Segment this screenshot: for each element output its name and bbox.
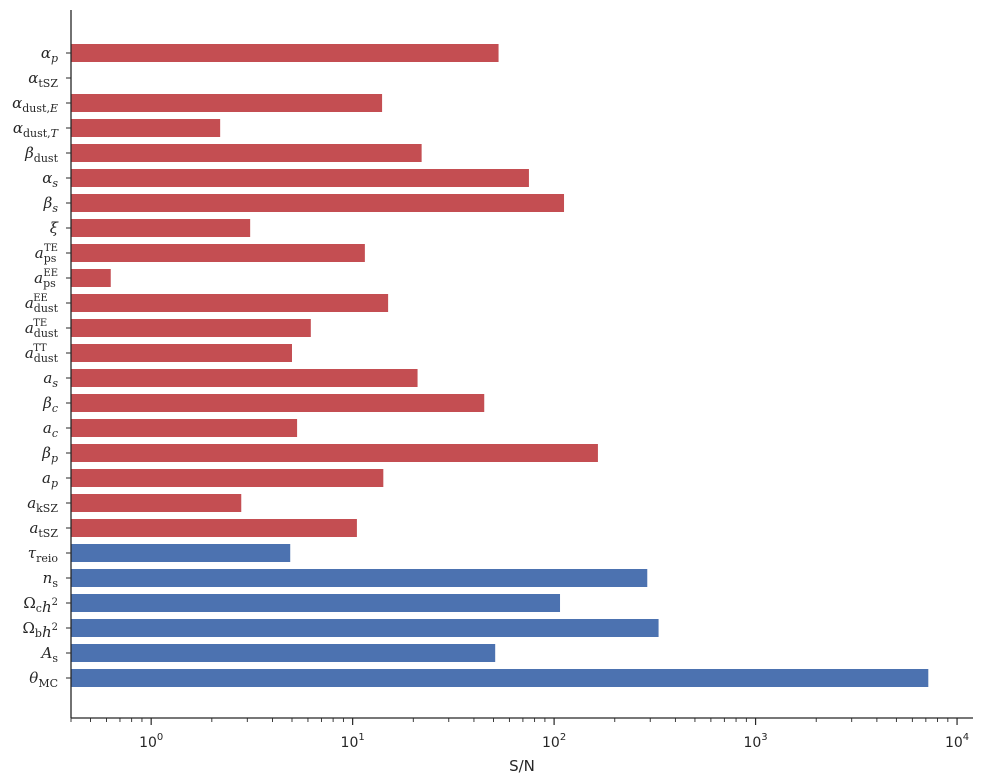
category-label: adustEE	[25, 293, 59, 315]
category-label: adustTT	[25, 343, 59, 365]
category-label: αdust,T	[13, 119, 60, 140]
x-tick-label: 104	[945, 732, 969, 751]
category-label: βc	[42, 394, 58, 415]
category-label: αtSZ	[28, 69, 58, 90]
bar	[71, 669, 929, 687]
bar	[71, 169, 529, 187]
bar	[71, 419, 298, 437]
bar	[71, 469, 384, 487]
category-label: θMC	[29, 669, 58, 690]
category-label: apsEE	[34, 268, 58, 290]
x-tick-label: 103	[743, 732, 767, 751]
category-labels: αp αtSZ αdust,E αdust,T βdust αs βs ξ apsTE apsEE…	[12, 44, 71, 690]
bar	[71, 569, 648, 587]
bar	[71, 244, 365, 262]
bar	[71, 344, 292, 362]
category-label: βdust	[24, 144, 58, 165]
x-tick-label: 102	[542, 732, 566, 751]
bar	[71, 394, 485, 412]
bar	[71, 194, 565, 212]
x-tick-label: 101	[341, 732, 365, 751]
category-label: As	[40, 644, 59, 665]
bar	[71, 369, 418, 387]
bar	[71, 94, 383, 112]
bar	[71, 619, 659, 637]
bar	[71, 594, 561, 612]
category-label: αdust,E	[12, 94, 58, 115]
bar	[71, 219, 251, 237]
category-label: αp	[41, 44, 58, 65]
category-label: ns	[43, 569, 59, 590]
bar	[71, 644, 496, 662]
category-label: apsTE	[35, 243, 58, 265]
bar	[71, 519, 357, 537]
category-label: βs	[43, 194, 59, 215]
category-label: akSZ	[27, 494, 58, 515]
bar	[71, 144, 422, 162]
category-label: αs	[42, 169, 58, 190]
bars-layer	[71, 44, 929, 687]
axes	[70, 10, 973, 719]
bar	[71, 444, 598, 462]
bar	[71, 269, 111, 287]
bar	[71, 119, 221, 137]
bar	[71, 544, 291, 562]
category-label: as	[43, 369, 58, 390]
category-label: Ωch2	[23, 594, 58, 616]
x-axis-ticks: 100 101 102 103 104	[70, 718, 969, 751]
category-label: adustTE	[25, 318, 59, 340]
bar	[71, 319, 311, 337]
x-tick-label: 100	[139, 732, 163, 751]
x-axis-label: S/N	[509, 757, 535, 775]
category-label: βp	[41, 444, 58, 465]
category-label: τreio	[28, 544, 59, 565]
category-label: Ωbh2	[22, 619, 58, 641]
category-label: atSZ	[29, 519, 58, 540]
category-label: ac	[43, 419, 58, 440]
category-label: ξ	[50, 219, 59, 237]
bar	[71, 494, 242, 512]
bar	[71, 44, 499, 62]
bar	[71, 294, 389, 312]
category-label: ap	[42, 469, 58, 490]
